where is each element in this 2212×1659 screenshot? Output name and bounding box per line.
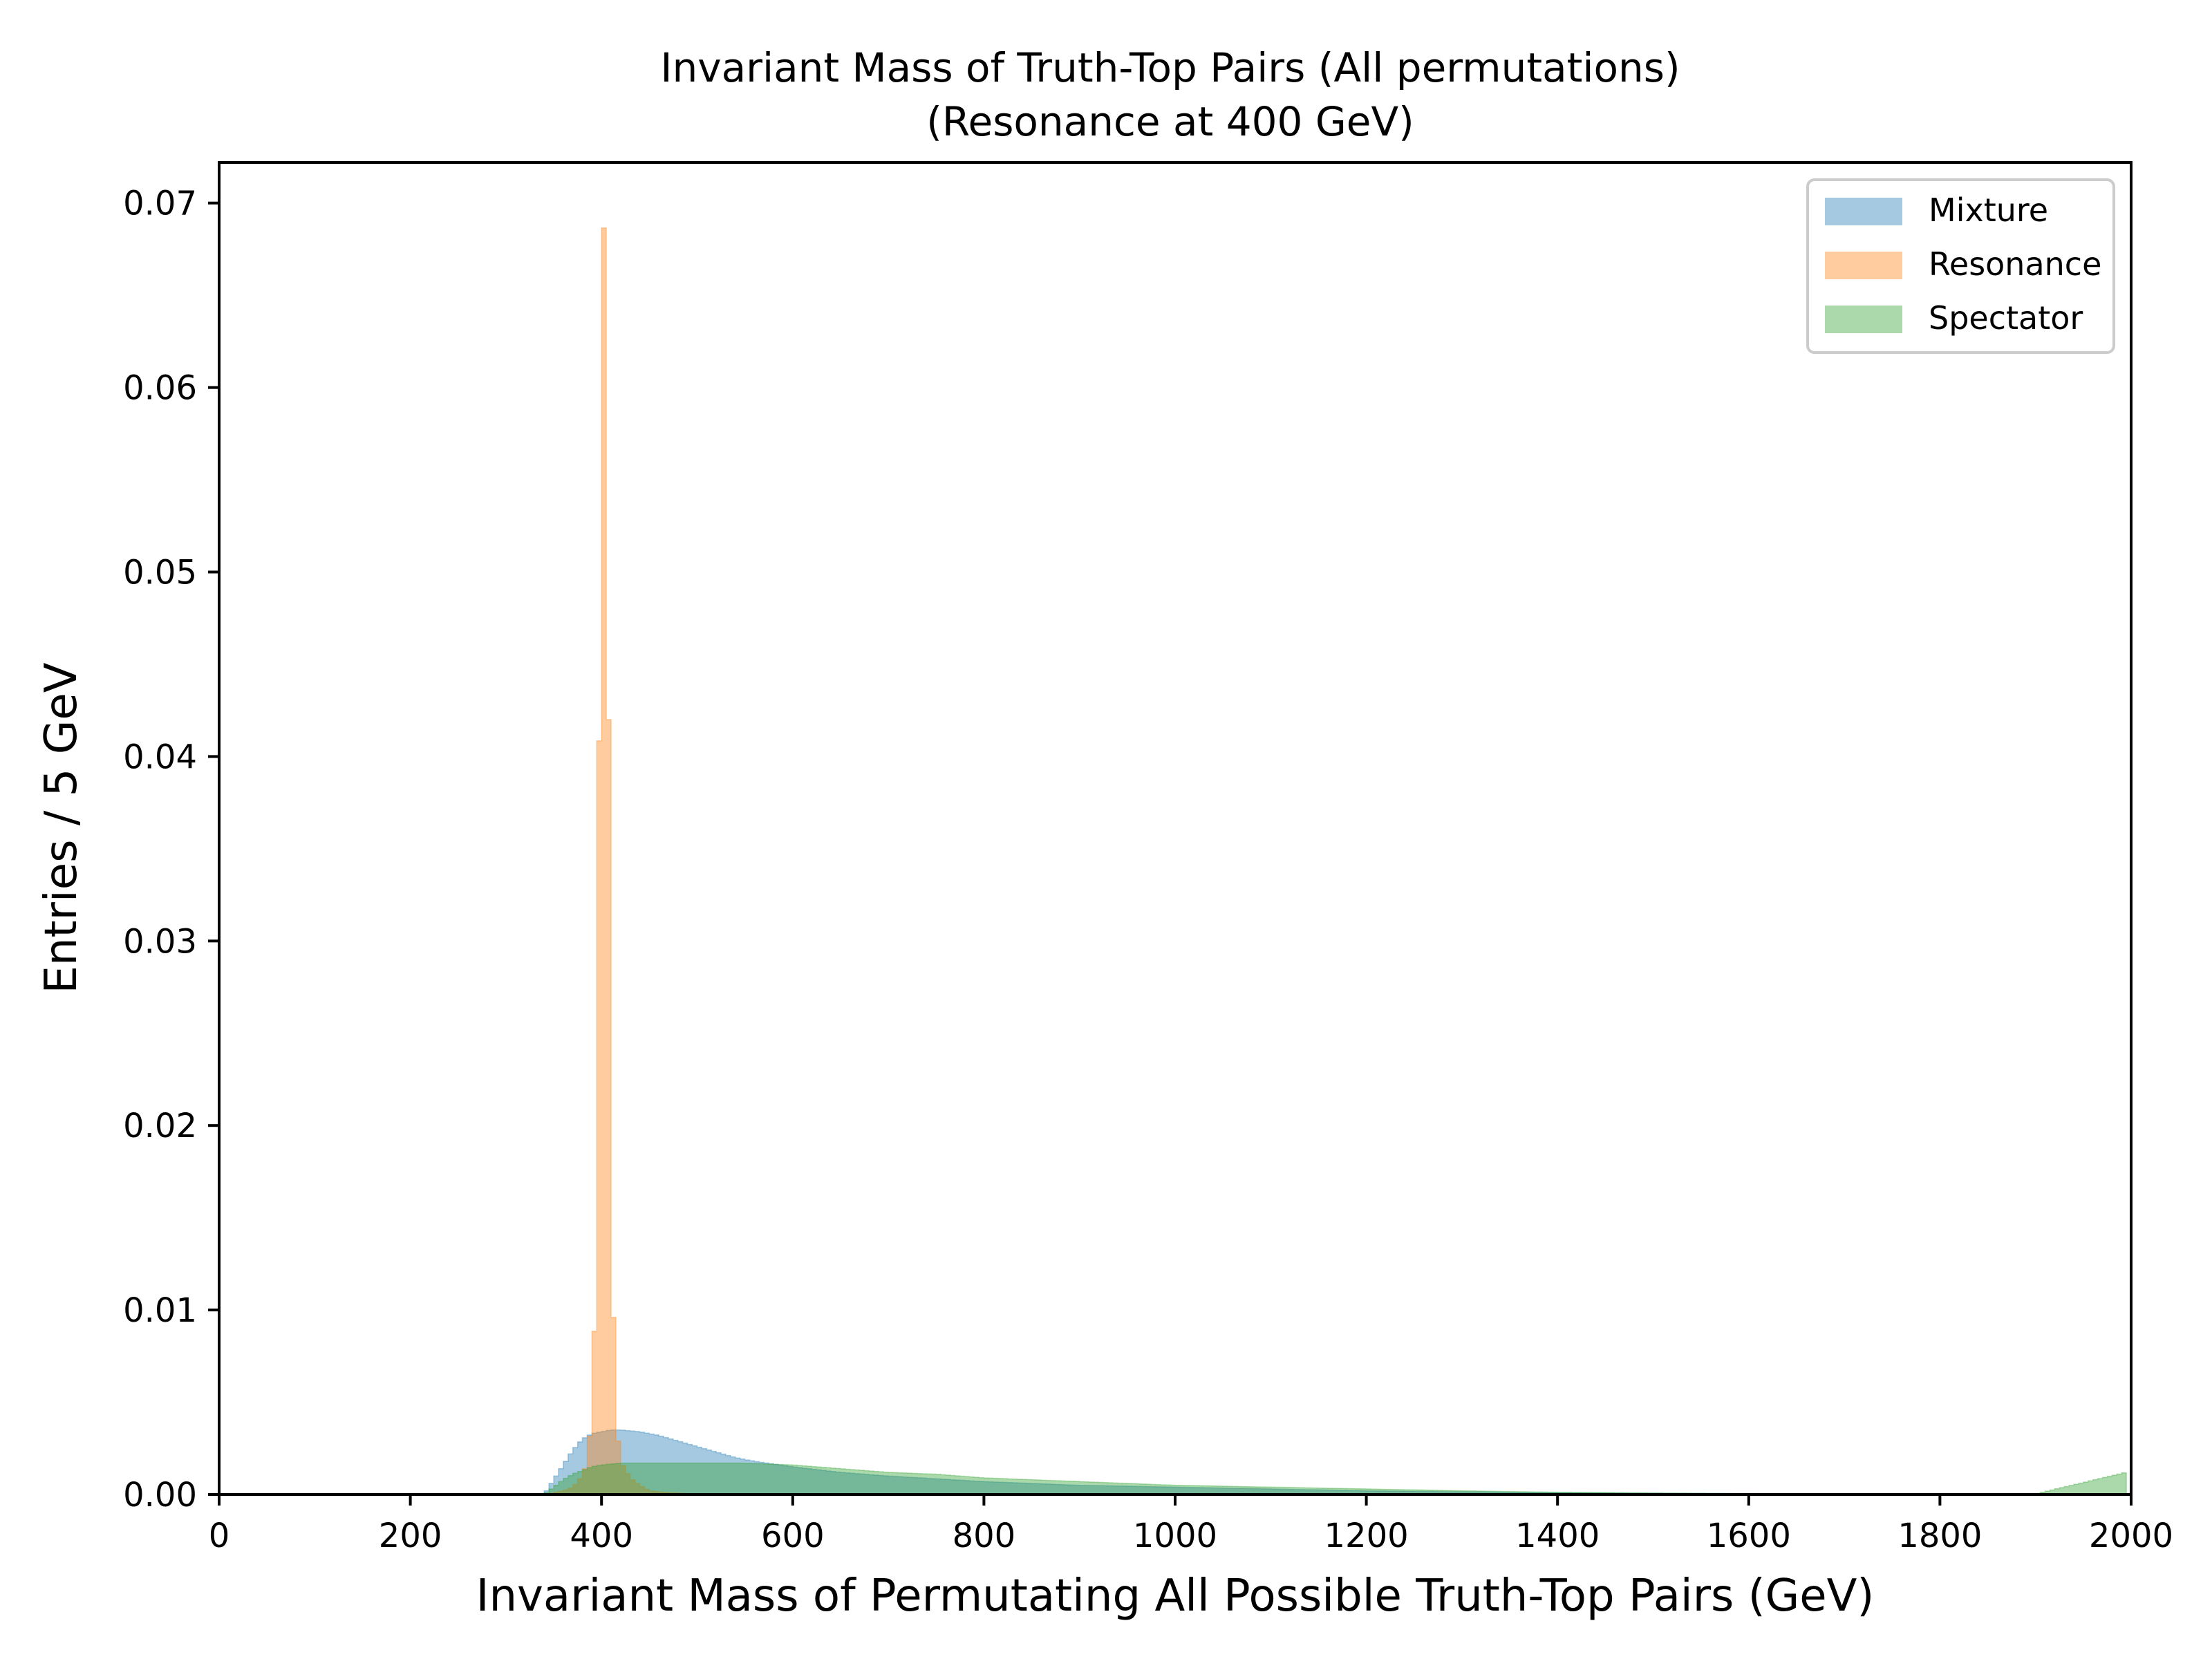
y-tick-label: 0.05 [123, 554, 197, 592]
y-axis-label: Entries / 5 GeV [36, 662, 87, 993]
y-tick-label: 0.03 [123, 922, 197, 961]
y-tick-label: 0.00 [123, 1476, 197, 1515]
legend-swatch-resonance [1825, 252, 1902, 279]
y-tick-label: 0.01 [123, 1291, 197, 1330]
x-tick-label: 1400 [1515, 1517, 1600, 1555]
x-tick-label: 800 [953, 1517, 1016, 1555]
legend-swatch-mixture [1825, 198, 1902, 225]
y-tick-label: 0.04 [123, 738, 197, 776]
y-tick-label: 0.07 [123, 185, 197, 223]
y-tick-label: 0.02 [123, 1107, 197, 1145]
legend-box [1806, 178, 2115, 354]
x-axis-label: Invariant Mass of Permutating All Possib… [476, 1571, 1875, 1622]
x-tick-label: 1800 [1897, 1517, 1982, 1555]
chart-title: Invariant Mass of Truth-Top Pairs (All p… [660, 44, 1680, 91]
x-tick-label: 1000 [1133, 1517, 1217, 1555]
plot-area [218, 161, 2133, 1496]
x-tick-label: 200 [379, 1517, 442, 1555]
x-tick-label: 600 [761, 1517, 825, 1555]
x-tick-label: 2000 [2089, 1517, 2173, 1555]
y-tick-label: 0.06 [123, 369, 197, 408]
x-tick-label: 1600 [1707, 1517, 1791, 1555]
x-tick-label: 0 [209, 1517, 230, 1555]
legend-label-resonance: Resonance [1929, 245, 2101, 283]
x-axis: 0 200 400 600 800 1000 1200 1400 1600 1800 2000 [209, 1494, 2173, 1555]
y-axis: 0.00 0.01 0.02 0.03 0.04 0.05 0.06 0.07 [123, 185, 219, 1515]
legend-swatch-spectator [1825, 306, 1902, 333]
plot-background [219, 162, 2131, 1494]
x-tick-label: 400 [570, 1517, 633, 1555]
legend: Mixture Resonance Spectator [1806, 178, 2115, 354]
chart-subtitle: (Resonance at 400 GeV) [926, 98, 1414, 145]
x-tick-label: 1200 [1324, 1517, 1409, 1555]
legend-label-spectator: Spectator [1929, 299, 2083, 337]
legend-label-mixture: Mixture [1929, 191, 2048, 229]
